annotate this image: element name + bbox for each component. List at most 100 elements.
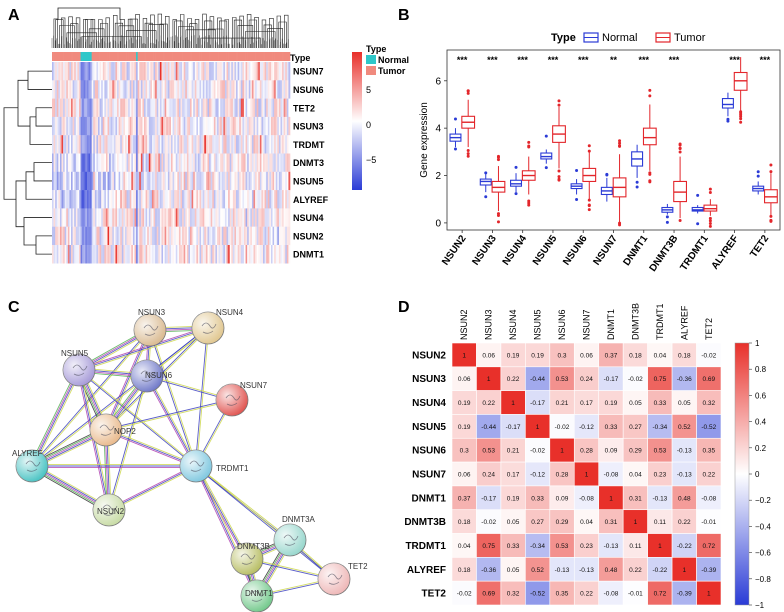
heatmap-cell — [147, 116, 150, 136]
heatmap-cell — [234, 116, 237, 136]
heatmap-cell — [248, 245, 251, 264]
heatmap-cell — [221, 116, 224, 136]
heatmap-cell — [277, 80, 280, 99]
row-dendrogram-branch — [15, 180, 26, 228]
heatmap-cell — [234, 245, 237, 264]
heatmap-cell — [55, 153, 58, 172]
heatmap-cell — [229, 135, 232, 154]
x-tick-label: DNMT1 — [621, 233, 650, 268]
dendrogram-branch — [217, 17, 222, 48]
heatmap-cell — [202, 190, 205, 209]
heatmap-cell — [221, 190, 224, 209]
outlier-point — [618, 223, 622, 227]
heatmap-cell — [264, 98, 267, 118]
heatmap-cell — [245, 62, 248, 81]
network-node-highlight — [16, 450, 48, 482]
annotation-cell — [232, 52, 235, 61]
heatmap-cell — [221, 80, 224, 99]
x-tick-label: NSUN3 — [470, 233, 499, 267]
heatmap-cell — [274, 62, 277, 81]
heatmap-cell — [164, 208, 167, 227]
heatmap-cell — [226, 135, 229, 154]
heatmap-cell — [86, 116, 89, 136]
heatmap-cell — [132, 116, 135, 136]
heatmap-cell — [67, 226, 70, 246]
heatmap-cell — [137, 80, 140, 99]
heatmap-cell — [159, 98, 162, 118]
heatmap-cell — [199, 208, 202, 227]
heatmap-cell — [258, 208, 261, 227]
annotation-cell — [234, 52, 237, 61]
heatmap-cell — [248, 208, 251, 227]
annotation-cell — [215, 52, 218, 61]
correlation-value: 1 — [462, 352, 466, 359]
heatmap-cell — [53, 116, 56, 136]
heatmap-cell — [167, 80, 170, 99]
heatmap-cell — [285, 80, 288, 99]
heatmap-cell — [158, 80, 161, 99]
heatmap-cell — [59, 80, 62, 99]
annotation-cell — [161, 52, 164, 61]
heatmap-cell — [83, 153, 86, 172]
annotation-cell — [218, 52, 221, 61]
heatmap-cell — [242, 98, 245, 118]
heatmap-cell — [94, 245, 97, 264]
heatmap-cell — [124, 62, 127, 81]
annotation-cell — [64, 52, 67, 61]
heatmap-cell — [185, 153, 188, 172]
heatmap-cell — [99, 116, 102, 136]
heatmap-cell — [286, 245, 289, 264]
heatmap-cell — [267, 153, 270, 172]
boxplot-legend: Type Normal Tumor — [551, 32, 706, 44]
heatmap-cell — [98, 62, 100, 81]
heatmap-cell — [267, 190, 270, 209]
heatmap-cell — [99, 245, 102, 264]
outlier-point — [466, 152, 470, 156]
heatmap-cell — [274, 116, 277, 136]
heatmap-cell — [205, 116, 208, 136]
network-node-highlight — [274, 524, 306, 556]
heatmap-cell — [166, 226, 169, 246]
heatmap-cell — [264, 116, 267, 136]
heatmap-cell — [158, 190, 161, 209]
heatmap-cell — [151, 135, 154, 154]
heatmap-cell — [212, 98, 215, 118]
panel-label-a: A — [8, 7, 20, 24]
heatmap-cell — [80, 80, 83, 99]
heatmap-cell — [197, 171, 200, 191]
dendrogram-branch — [284, 14, 289, 48]
dendrogram-branch — [127, 18, 133, 48]
heatmap-cell — [288, 62, 291, 81]
significance-label: ** — [610, 55, 618, 65]
heatmap-cell — [88, 153, 91, 172]
correlation-value: 1 — [634, 519, 638, 526]
colorbar-tick: 0.8 — [755, 365, 767, 374]
heatmap-cell — [85, 62, 88, 81]
heatmap-cell — [159, 135, 162, 154]
heatmap-cell — [123, 98, 126, 118]
heatmap-cell — [234, 98, 237, 118]
network-node-label: TET2 — [348, 562, 368, 571]
heatmap-cell — [202, 135, 205, 154]
heatmap-cell — [52, 226, 54, 246]
heatmap-cell — [232, 62, 235, 81]
heatmap-cell — [161, 226, 164, 246]
heatmap-cell — [172, 116, 175, 136]
heatmap-cell — [124, 80, 127, 99]
heatmap-cell — [239, 171, 242, 191]
heatmap-cell — [131, 62, 134, 81]
heatmap-cell — [274, 153, 277, 172]
dendrogram-branch — [194, 19, 200, 48]
heatmap-cell — [69, 116, 72, 136]
heatmap-cell — [261, 153, 264, 172]
heatmap-cell — [124, 245, 127, 264]
annotation-cell — [145, 52, 148, 61]
heatmap-cell — [166, 171, 169, 191]
heatmap-cell — [59, 245, 62, 264]
heatmap-cell — [261, 98, 264, 118]
heatmap-cell — [270, 116, 273, 136]
heatmap-cell — [242, 153, 245, 172]
annotation-cell — [172, 52, 175, 61]
heatmap-cell — [105, 208, 108, 227]
heatmap-cell — [223, 98, 226, 118]
